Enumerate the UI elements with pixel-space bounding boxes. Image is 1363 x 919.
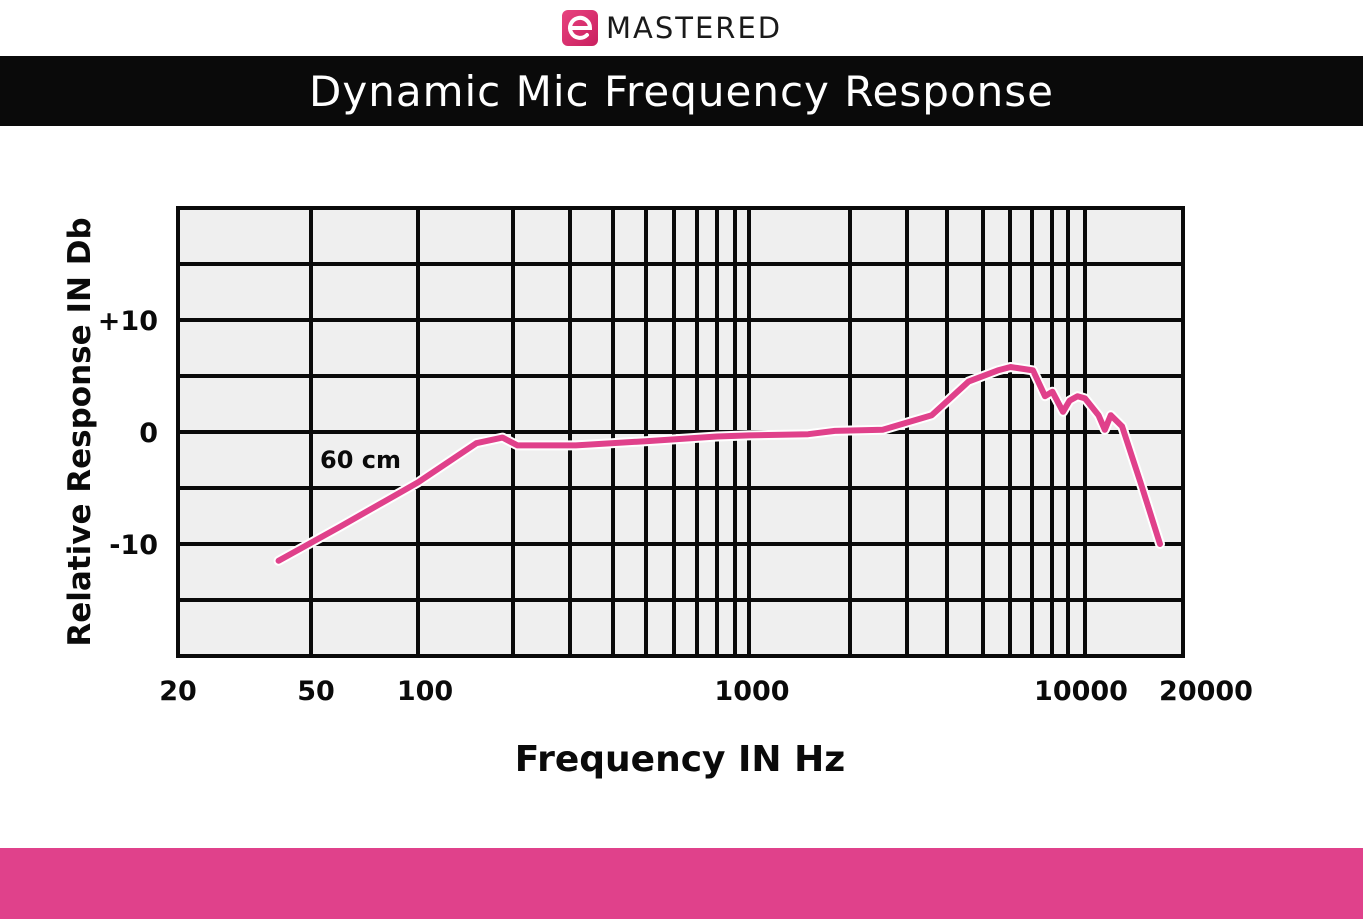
x-tick-label: 20000 bbox=[1159, 676, 1253, 707]
x-tick-label: 10000 bbox=[1034, 676, 1128, 707]
x-tick-label: 20 bbox=[159, 676, 197, 707]
x-tick-label: 100 bbox=[397, 676, 453, 707]
y-axis-ticks: +10 0 -10 bbox=[98, 306, 158, 561]
brand-logo: MASTERED bbox=[562, 10, 782, 46]
y-tick-label: +10 bbox=[98, 306, 158, 337]
frequency-response-chart: 60 cm +10 0 -10 20 50 100 1000 10000 20000 Rela… bbox=[62, 206, 1253, 780]
y-tick-label: 0 bbox=[139, 418, 158, 449]
curve-label-60cm: 60 cm bbox=[320, 446, 401, 474]
x-axis-ticks: 20 50 100 1000 10000 20000 bbox=[159, 676, 1253, 707]
x-tick-label: 1000 bbox=[714, 676, 789, 707]
footer-accent-bar bbox=[0, 848, 1363, 919]
plot-border bbox=[176, 206, 1185, 658]
x-tick-label: 50 bbox=[297, 676, 335, 707]
x-axis-title: Frequency IN Hz bbox=[515, 739, 845, 780]
e-logo-icon bbox=[562, 10, 598, 46]
y-axis-title: Relative Response IN Db bbox=[62, 217, 98, 646]
response-line-60cm bbox=[275, 364, 1163, 564]
plot-area bbox=[176, 206, 1185, 658]
response-curve bbox=[273, 362, 1165, 566]
y-tick-label: -10 bbox=[109, 530, 158, 561]
title-bar: Dynamic Mic Frequency Response bbox=[0, 56, 1363, 126]
brand-name: MASTERED bbox=[606, 11, 783, 45]
chart-title: Dynamic Mic Frequency Response bbox=[309, 66, 1054, 116]
